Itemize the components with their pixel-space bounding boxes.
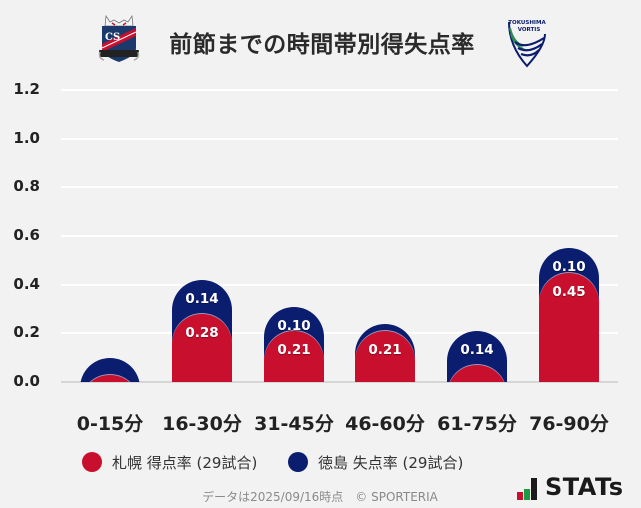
gridline	[61, 89, 618, 92]
svg-text:CS: CS	[105, 32, 120, 43]
data-source-note: データは2025/09/16時点 © SPORTERIA	[202, 490, 438, 504]
y-axis-tick-label: 1.0	[13, 128, 40, 147]
bar-segment-sapporo	[172, 313, 232, 382]
bar-value-label: 0.21	[368, 341, 402, 358]
gridline	[61, 332, 618, 335]
chart-plot-area: 1.2 1.0 0.8 0.6 0.4 0.2 0.0 0-15分 0.14 0.28 16-30分…	[13, 60, 618, 435]
y-axis-tick-label: 0.6	[13, 226, 40, 245]
svg-text:TOKUSHIMA: TOKUSHIMA	[508, 20, 546, 26]
y-axis-tick-label: 0.0	[13, 372, 40, 390]
x-axis-category-label: 16-30分	[162, 413, 242, 435]
bar-stack[interactable]: 0.14 0.28	[172, 60, 232, 382]
bar-value-label: 0.14	[185, 290, 219, 307]
stats-bars-icon	[517, 478, 541, 500]
chart-legend: 札幌 得点率 (29試合) 徳島 失点率 (29試合)	[0, 450, 641, 474]
bar-segment-sapporo	[355, 330, 415, 382]
x-axis-baseline	[61, 381, 618, 383]
x-axis-category-label: 0-15分	[76, 413, 144, 435]
x-axis-category-label: 61-75分	[437, 413, 517, 435]
bar-value-label: 0.21	[277, 341, 311, 358]
stats-logo: STATs	[517, 473, 635, 502]
x-axis-category-label: 46-60分	[345, 413, 425, 435]
bar-value-label: 0.10	[552, 259, 586, 276]
legend-label: 徳島 失点率 (29試合)	[318, 453, 464, 472]
tokushima-vortis-crest-icon: TOKUSHIMA VORTIS	[508, 20, 546, 68]
y-axis-tick-label: 0.4	[13, 274, 40, 293]
x-axis-category-label: 76-90分	[529, 413, 609, 435]
bar-stack[interactable]	[80, 60, 140, 382]
bar-segment-sapporo	[80, 374, 140, 382]
bar-segment-sapporo	[447, 364, 507, 382]
legend-item-sapporo[interactable]: 札幌 得点率 (29試合)	[82, 450, 257, 474]
legend-swatch-navy-icon	[288, 452, 308, 472]
bar-segment-sapporo	[264, 330, 324, 382]
stats-brand-text: STATs	[545, 473, 624, 501]
bar-value-label: 0.28	[185, 324, 219, 341]
y-axis-tick-label: 0.2	[13, 323, 40, 342]
gridline	[61, 283, 618, 286]
gridline	[61, 235, 618, 238]
y-axis-tick-label: 0.8	[13, 177, 40, 196]
gridline	[61, 137, 618, 140]
x-axis-category-label: 31-45分	[254, 413, 334, 435]
chart-title: 前節までの時間帯別得失点率	[169, 32, 475, 58]
y-axis-tick-label: 1.2	[13, 80, 40, 99]
consadole-sapporo-crest-icon: CS	[98, 14, 140, 62]
bar-stack[interactable]: 0.14	[447, 60, 507, 382]
bar-stack[interactable]: 0.21	[355, 60, 415, 382]
chart-header: CS 前節までの時間帯別得失点率 TOKUSHIMA VORTIS	[0, 0, 641, 80]
legend-item-tokushima[interactable]: 徳島 失点率 (29試合)	[288, 450, 463, 474]
bar-segment-sapporo	[539, 272, 599, 382]
bar-stack[interactable]: 0.10 0.21	[264, 60, 324, 382]
bar-stack[interactable]: 0.10 0.45	[539, 60, 599, 382]
bar-value-label: 0.14	[460, 341, 494, 358]
legend-label: 札幌 得点率 (29試合)	[112, 453, 258, 472]
bar-value-label: 0.10	[277, 317, 311, 334]
bar-value-label: 0.45	[552, 283, 586, 300]
svg-text:VORTIS: VORTIS	[518, 27, 541, 33]
gridline	[61, 186, 618, 189]
legend-swatch-red-icon	[82, 452, 102, 472]
